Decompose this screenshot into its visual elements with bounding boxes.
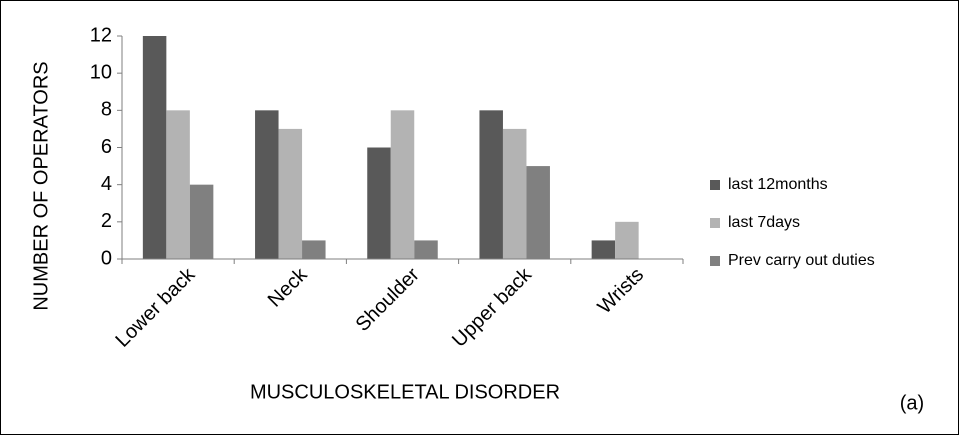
bar: [502, 128, 527, 259]
bar: [479, 110, 503, 259]
legend-swatch: [710, 180, 720, 190]
legend-label: last 12months: [728, 176, 828, 193]
bar: [526, 166, 550, 259]
legend-label: Prev carry out duties: [728, 252, 875, 269]
bar: [414, 240, 438, 259]
bar: [390, 110, 415, 259]
bar: [615, 221, 639, 259]
y-tick-label: 0: [101, 247, 112, 269]
legend-label: last 7days: [728, 214, 800, 231]
bar: [255, 110, 279, 259]
x-axis-title: MUSCULOSKELETAL DISORDER: [250, 381, 560, 403]
y-tick-label: 4: [101, 173, 112, 195]
y-tick-label: 10: [90, 61, 112, 83]
bar: [278, 128, 303, 259]
legend-swatch: [710, 218, 720, 228]
legend-swatch: [710, 256, 720, 266]
bar: [142, 36, 167, 259]
bar: [591, 240, 616, 259]
y-tick-label: 2: [101, 210, 112, 232]
y-tick-label: 12: [90, 24, 112, 46]
bar: [189, 184, 214, 259]
bar: [166, 110, 190, 259]
y-axis-title: NUMBER OF OPERATORS: [30, 61, 52, 310]
bar: [367, 147, 391, 259]
annotation: (a): [900, 392, 924, 414]
y-tick-label: 6: [101, 136, 112, 158]
y-tick-label: 8: [101, 99, 112, 121]
bar: [302, 240, 326, 259]
